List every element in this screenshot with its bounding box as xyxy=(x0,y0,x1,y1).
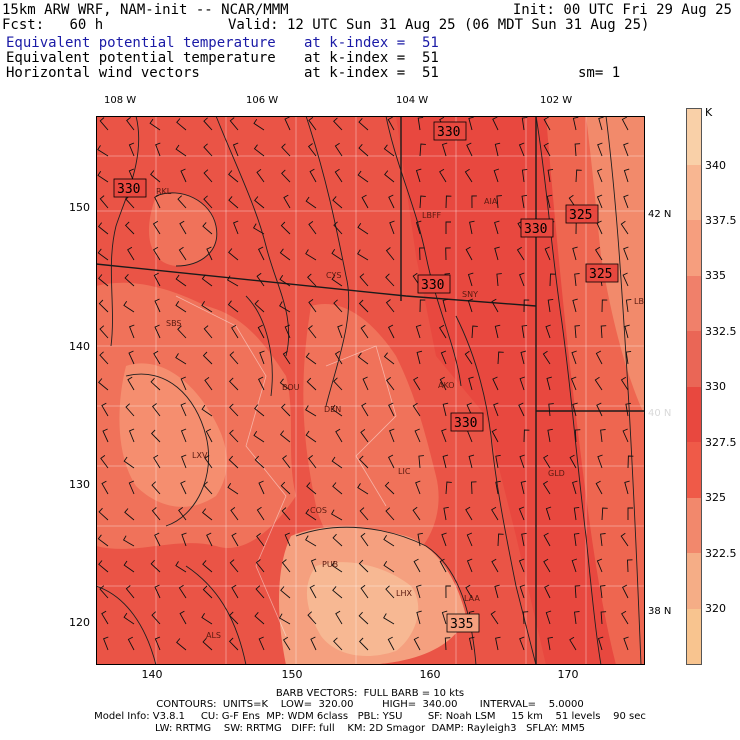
contour-info: CONTOURS: UNITS=K LOW= 320.00 HIGH= 340.… xyxy=(0,699,740,710)
colorbar-label-332-5: 332.5 xyxy=(705,325,737,338)
colorbar-block xyxy=(687,276,701,332)
lon-tick-108w: 108 W xyxy=(104,95,136,106)
contour-label-335: 335 xyxy=(450,617,473,632)
colorbar-label-340: 340 xyxy=(705,159,726,172)
field-level-1: at k-index = 51 xyxy=(304,36,439,50)
x-label-150: 150 xyxy=(272,668,312,681)
init-time: Init: 00 UTC Fri 29 Aug 25 xyxy=(513,3,732,17)
x-label-160: 160 xyxy=(410,668,450,681)
y-label-140: 140 xyxy=(60,340,90,353)
city-lic: LIC xyxy=(398,467,411,476)
model-info-2: LW: RRTMG SW: RRTMG DIFF: full KM: 2D Sm… xyxy=(0,723,740,734)
x-label-140: 140 xyxy=(132,668,172,681)
city-rkl: RKL xyxy=(156,187,172,196)
model-info-1: Model Info: V3.8.1 CU: G-F Ens MP: WDM 6… xyxy=(0,711,740,722)
colorbar-block xyxy=(687,165,701,221)
city-lhx: LHX xyxy=(396,589,412,598)
city-cys: CYS xyxy=(326,271,341,280)
field-name-3: Horizontal wind vectors xyxy=(6,66,200,80)
colorbar-block xyxy=(687,220,701,276)
lat-label-42n: 42 N xyxy=(648,209,671,220)
colorbar-label-335: 335 xyxy=(705,269,726,282)
city-sny: SNY xyxy=(462,290,478,299)
city-cos: COS xyxy=(310,506,327,515)
contour-label-330-c: 330 xyxy=(524,222,547,237)
lon-tick-102w: 102 W xyxy=(540,95,572,106)
contour-label-330-e: 330 xyxy=(454,416,477,431)
field-level-3: at k-index = 51 xyxy=(304,66,439,80)
colorbar-block xyxy=(687,331,701,387)
contour-label-330-b: 330 xyxy=(117,182,140,197)
forecast-label: Fcst: xyxy=(2,17,44,33)
contour-label-325-a: 325 xyxy=(569,208,592,223)
city-lbff: LBFF xyxy=(422,211,442,220)
colorbar xyxy=(686,108,702,665)
city-bou: BOU xyxy=(282,383,300,392)
city-pub: PUB xyxy=(322,560,338,569)
city-lxv: LXV xyxy=(192,451,208,460)
colorbar-label-330: 330 xyxy=(705,380,726,393)
contour-label-330-a: 330 xyxy=(437,125,460,140)
field-name-2: Equivalent potential temperature xyxy=(6,51,276,65)
colorbar-label-320: 320 xyxy=(705,602,726,615)
colorbar-block xyxy=(687,387,701,443)
lat-label-38n: 38 N xyxy=(648,606,671,617)
colorbar-label-337-5: 337.5 xyxy=(705,214,737,227)
theta-e-map: RKL CYS LBFF AIA SNY SBS BOU AKO DEN LXV… xyxy=(96,116,645,665)
city-laa: LAA xyxy=(464,594,480,603)
y-label-150: 150 xyxy=(60,201,90,214)
city-aia: AIA xyxy=(484,197,498,206)
city-als: ALS xyxy=(206,631,221,640)
lon-tick-104w: 104 W xyxy=(396,95,428,106)
colorbar-block xyxy=(687,109,701,165)
colorbar-label-327-5: 327.5 xyxy=(705,436,737,449)
forecast-hour: Fcst: 60 h xyxy=(2,18,103,32)
contour-label-330-d: 330 xyxy=(421,278,444,293)
colorbar-unit: K xyxy=(705,106,712,119)
barb-info: BARB VECTORS: FULL BARB = 10 kts xyxy=(0,688,740,699)
forecast-value: 60 h xyxy=(69,17,103,33)
x-label-170: 170 xyxy=(548,668,588,681)
city-den: DEN xyxy=(324,405,341,414)
valid-time: Valid: 12 UTC Sun 31 Aug 25 (06 MDT Sun … xyxy=(228,18,649,32)
colorbar-block xyxy=(687,498,701,554)
field-level-2: at k-index = 51 xyxy=(304,51,439,65)
city-lbl: LBL xyxy=(634,297,645,306)
colorbar-block xyxy=(687,609,701,665)
lat-label-40n: 40 N xyxy=(648,408,671,419)
model-title: 15km ARW WRF, NAM-init -- NCAR/MMM xyxy=(2,3,289,17)
field-name-1: Equivalent potential temperature xyxy=(6,36,276,50)
y-label-130: 130 xyxy=(60,478,90,491)
city-ako: AKO xyxy=(438,381,455,390)
colorbar-label-322-5: 322.5 xyxy=(705,547,737,560)
y-label-120: 120 xyxy=(60,616,90,629)
lon-tick-106w: 106 W xyxy=(246,95,278,106)
colorbar-label-325: 325 xyxy=(705,491,726,504)
colorbar-block xyxy=(687,442,701,498)
contour-label-325-b: 325 xyxy=(589,267,612,282)
smoothing-value: sm= 1 xyxy=(578,66,620,80)
city-gld: GLD xyxy=(548,469,565,478)
city-sbs: SBS xyxy=(166,319,182,328)
colorbar-block xyxy=(687,553,701,609)
